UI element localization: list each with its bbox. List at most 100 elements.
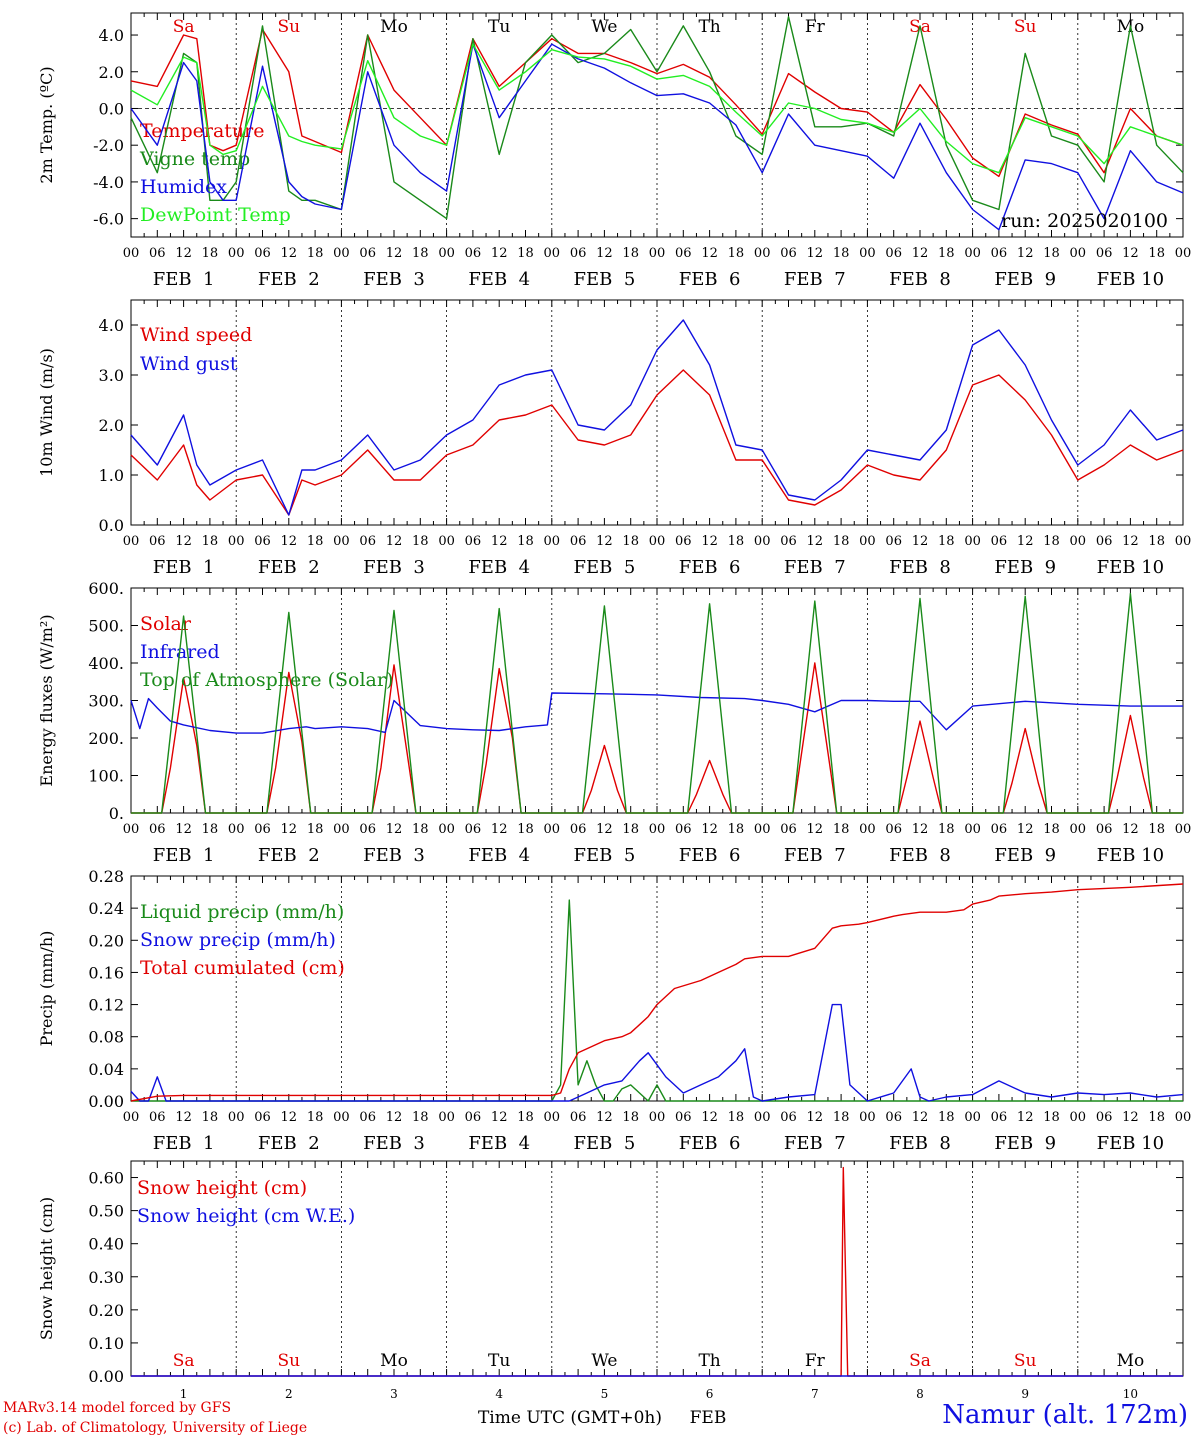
x-date-label: FEB 2	[258, 557, 320, 578]
x-hour-label: 00	[649, 822, 666, 837]
legend-entry: Snow precip (mm/h)	[140, 929, 336, 951]
series-line-1	[130, 28, 1184, 178]
x-hour-label: 00	[964, 822, 981, 837]
x-hour-label: 12	[491, 822, 508, 837]
x-hour-label: 18	[833, 246, 850, 261]
y-tick-label: 0.20	[88, 1301, 124, 1320]
x-hour-label: 12	[912, 822, 929, 837]
x-hour-label: 00	[964, 246, 981, 261]
x-date-label: FEB 3	[363, 269, 425, 290]
x-hour-label: 00	[438, 246, 455, 261]
x-date-label: FEB 10	[1097, 1133, 1164, 1154]
x-hour-label: 00	[544, 1110, 561, 1125]
x-hour-label: 12	[386, 822, 403, 837]
legend-entry: Humidex	[140, 176, 227, 198]
credit-line-lab: (c) Lab. of Climatology, University of L…	[3, 1420, 308, 1436]
x-hour-label: 18	[622, 822, 639, 837]
x-hour-label: 06	[570, 1110, 587, 1125]
x-hour-label: 00	[859, 246, 876, 261]
x-hour-label: 18	[728, 534, 745, 549]
series-line-3	[131, 592, 1183, 814]
x-hour-label: 18	[1148, 534, 1165, 549]
x-hour-label: 00	[754, 822, 771, 837]
x-hour-label: 06	[780, 534, 797, 549]
x-axis-title: Time UTC (GMT+0h)	[478, 1408, 662, 1428]
y-axis-label: Energy fluxes (W/m²)	[37, 614, 56, 786]
y-tick-label: 0.00	[88, 1367, 124, 1386]
x-date-label: FEB 6	[679, 557, 741, 578]
x-day-number: 7	[811, 1387, 819, 1401]
x-hour-label: 06	[570, 822, 587, 837]
x-hour-label: 18	[517, 246, 534, 261]
x-hour-label: 00	[964, 534, 981, 549]
x-date-label: FEB 4	[468, 269, 530, 290]
x-date-label: FEB 10	[1097, 845, 1164, 866]
x-hour-label: 12	[1017, 534, 1034, 549]
x-hour-label: 00	[544, 822, 561, 837]
weekday-label: Su	[277, 17, 300, 37]
y-axis-label: Snow height (cm)	[37, 1197, 56, 1340]
y-tick-label: 0.30	[88, 1268, 124, 1287]
x-hour-label: 06	[1096, 1110, 1113, 1125]
y-tick-label: 0.00	[88, 1092, 124, 1111]
x-hour-label: 18	[1043, 534, 1060, 549]
x-hour-label: 18	[833, 1110, 850, 1125]
series-line-3	[130, 883, 1184, 1102]
x-date-label: FEB 4	[468, 1133, 530, 1154]
x-hour-label: 06	[149, 534, 166, 549]
y-tick-label: 0.12	[88, 996, 124, 1015]
x-date-label: FEB 9	[994, 557, 1056, 578]
x-hour-label: 12	[807, 246, 824, 261]
legend-entry: Snow height (cm W.E.)	[137, 1205, 355, 1227]
x-hour-label: 12	[701, 246, 718, 261]
x-hour-label: 00	[544, 534, 561, 549]
x-hour-label: 00	[228, 822, 245, 837]
x-hour-label: 06	[991, 822, 1008, 837]
weekday-label: Sa	[173, 1351, 195, 1371]
x-hour-label: 18	[728, 1110, 745, 1125]
credit-line-model: MARv3.14 model forced by GFS	[3, 1400, 232, 1416]
weekday-label: Su	[1014, 17, 1037, 37]
x-hour-label: 00	[438, 534, 455, 549]
weekday-label: Th	[698, 17, 720, 37]
x-hour-label: 00	[228, 534, 245, 549]
x-hour-label: 12	[386, 246, 403, 261]
panel-1: -6.0 -4.0 -2.0 0.0 2.0 4.0 2m Temp. (ºC) 00 06 12…	[37, 12, 1192, 290]
x-hour-label: 06	[359, 246, 376, 261]
x-hour-label: 06	[885, 1110, 902, 1125]
x-hour-label: 00	[859, 534, 876, 549]
x-hour-label: 06	[149, 1110, 166, 1125]
x-date-label: FEB 10	[1097, 269, 1164, 290]
y-tick-label: 0.40	[88, 1235, 124, 1254]
series-line-4	[130, 43, 1184, 174]
x-hour-label: 18	[622, 246, 639, 261]
y-tick-label: 2.0	[99, 63, 124, 82]
x-hour-label: 12	[701, 1110, 718, 1125]
x-hour-label: 00	[1175, 246, 1192, 261]
y-tick-label: 0.	[109, 804, 124, 823]
x-hour-label: 18	[833, 534, 850, 549]
x-hour-label: 06	[359, 822, 376, 837]
panel-3: 0. 100. 200. 300. 400. 500. 600. Energy fluxes …	[37, 579, 1191, 866]
x-date-label: FEB 1	[153, 269, 215, 290]
x-date-label: FEB 5	[574, 557, 636, 578]
x-hour-label: 12	[386, 1110, 403, 1125]
panel-2: 0.0 1.0 2.0 3.0 4.0 10m Wind (m/s) 00 06 12 18 FEB…	[37, 299, 1191, 578]
x-hour-label: 06	[780, 1110, 797, 1125]
x-hour-label: 00	[649, 246, 666, 261]
y-tick-label: 4.0	[99, 26, 124, 45]
weekday-label: Fr	[805, 17, 826, 37]
x-hour-label: 18	[1148, 1110, 1165, 1125]
x-hour-label: 12	[596, 822, 613, 837]
x-hour-label: 00	[754, 534, 771, 549]
weekday-label: We	[591, 17, 617, 37]
x-date-label: FEB 7	[784, 1133, 846, 1154]
x-hour-label: 06	[675, 1110, 692, 1125]
x-hour-label: 06	[885, 822, 902, 837]
x-hour-label: 18	[412, 822, 429, 837]
x-hour-label: 18	[202, 1110, 219, 1125]
x-hour-label: 06	[254, 534, 271, 549]
y-tick-label: -4.0	[93, 173, 124, 192]
x-hour-label: 12	[281, 534, 298, 549]
